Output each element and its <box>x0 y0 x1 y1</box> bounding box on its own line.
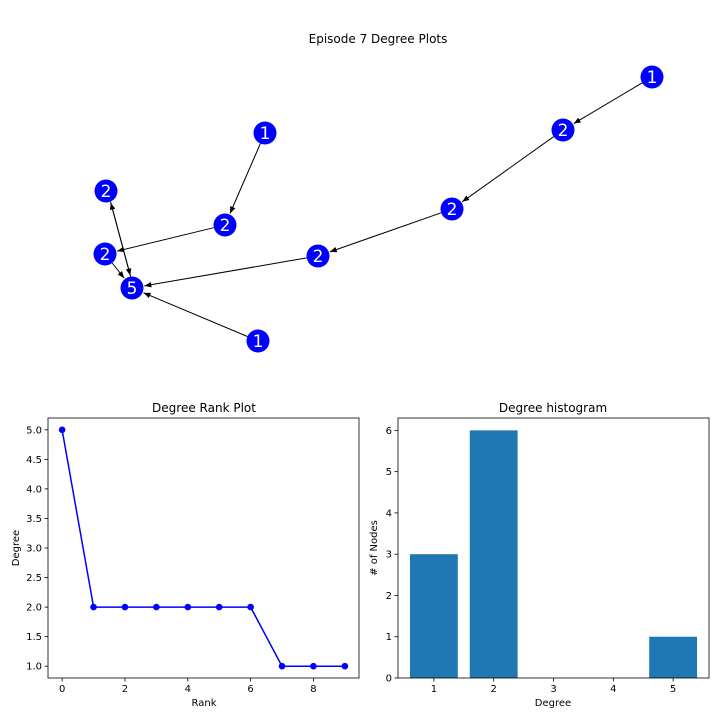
degree-histogram: Degree histogram 1 2 3 4 5 0 1 2 3 4 5 6 Degree # o… <box>369 401 710 709</box>
network-edge <box>144 257 307 288</box>
rank-plot-ticks: 0 2 4 6 8 1.0 1.5 2.0 2.5 3.0 3.5 4.0 4.5 5.0 <box>26 425 317 695</box>
hist-xtick-label: 3 <box>550 684 556 695</box>
rank-point <box>341 662 349 670</box>
hist-ytick-label: 2 <box>386 591 392 602</box>
rank-point <box>121 603 129 611</box>
figure-title: Episode 7 Degree Plots <box>309 32 448 46</box>
rank-point <box>278 662 286 670</box>
rank-ytick-label: 3.0 <box>26 544 42 555</box>
network-node-label: 2 <box>558 121 569 141</box>
rank-plot-frame <box>47 417 360 679</box>
rank-point <box>247 603 254 611</box>
network-node-circle <box>253 121 277 145</box>
rank-xtick-label: 2 <box>122 684 128 695</box>
hist-xtick-label: 4 <box>610 684 616 695</box>
histogram-bar <box>469 430 518 678</box>
network-node-circle <box>306 244 330 268</box>
rank-ytick-label: 4.0 <box>26 484 42 495</box>
degree-rank-plot: Degree Rank Plot 0 2 4 6 8 1.0 1.5 2.0 2.5 3.0 3.5… <box>11 401 360 709</box>
network-node: 1 <box>246 329 270 353</box>
network-node-label: 2 <box>313 247 324 267</box>
rank-ytick-label: 1.0 <box>26 662 42 673</box>
rank-point <box>184 603 192 611</box>
hist-ytick-label: 0 <box>386 674 392 685</box>
rank-ytick-label: 5.0 <box>26 425 42 436</box>
network-node-circle <box>440 197 464 221</box>
rank-plot-title: Degree Rank Plot <box>152 401 256 415</box>
rank-ytick-label: 3.5 <box>26 514 42 525</box>
network-node: 2 <box>306 244 330 268</box>
network-node-label: 5 <box>127 279 138 299</box>
network-edges <box>109 82 643 337</box>
hist-ytick-label: 5 <box>386 467 392 478</box>
network-node-label: 1 <box>253 332 264 352</box>
network-node-label: 2 <box>220 216 231 236</box>
histogram-bar <box>649 636 698 678</box>
hist-ytick-label: 6 <box>386 426 392 437</box>
network-node: 2 <box>94 179 118 203</box>
network-edge <box>117 227 214 253</box>
rank-series-line <box>61 429 345 667</box>
hist-xtick-label: 1 <box>431 684 437 695</box>
network-node-circle <box>93 242 117 266</box>
rank-series-points <box>58 426 349 670</box>
network-edge <box>229 143 261 214</box>
network-edge <box>573 82 643 125</box>
rank-ytick-label: 4.5 <box>26 455 42 466</box>
rank-xtick-label: 6 <box>247 684 253 695</box>
network-edge <box>110 201 132 276</box>
network-node: 5 <box>120 276 144 300</box>
histogram-ylabel: # of Nodes <box>369 520 380 576</box>
network-node: 2 <box>440 197 464 221</box>
network-node-label: 2 <box>100 245 111 265</box>
histogram-title: Degree histogram <box>499 401 607 415</box>
network-node-circle <box>213 213 237 237</box>
rank-plot-ylabel: Degree <box>11 530 22 566</box>
histogram-ticks: 1 2 3 4 5 0 1 2 3 4 5 6 <box>386 426 677 695</box>
network-edge <box>143 292 248 337</box>
network-node-circle <box>94 179 118 203</box>
rank-point <box>310 662 317 670</box>
histogram-bars <box>409 430 698 678</box>
rank-plot-xlabel: Rank <box>192 698 217 709</box>
network-node-circle <box>551 118 575 142</box>
hist-xtick-label: 5 <box>670 684 676 695</box>
network-node-circle <box>246 329 270 353</box>
network-node-label: 2 <box>447 200 458 220</box>
rank-xtick-label: 0 <box>59 684 65 695</box>
network-node-label: 2 <box>101 182 112 202</box>
rank-ytick-label: 1.5 <box>26 632 42 643</box>
rank-point <box>90 603 97 611</box>
rank-ytick-label: 2.5 <box>26 573 42 584</box>
rank-point <box>58 426 66 434</box>
hist-ytick-label: 1 <box>386 632 392 643</box>
rank-xtick-label: 4 <box>185 684 191 695</box>
network-edge <box>461 136 554 203</box>
network-node-circle <box>120 276 144 300</box>
histogram-xlabel: Degree <box>535 698 571 709</box>
rank-ytick-label: 2.0 <box>26 603 42 614</box>
network-node-circle <box>640 65 664 89</box>
hist-ytick-label: 3 <box>386 550 392 561</box>
network-node: 2 <box>93 242 117 266</box>
network-node: 1 <box>640 65 664 89</box>
network-node: 1 <box>253 121 277 145</box>
hist-ytick-label: 4 <box>386 508 392 519</box>
network-node-label: 1 <box>260 124 271 144</box>
network-node: 2 <box>551 118 575 142</box>
rank-point <box>215 603 223 611</box>
histogram-bar <box>409 554 458 678</box>
network-node: 2 <box>213 213 237 237</box>
rank-xtick-label: 8 <box>310 684 316 695</box>
rank-point <box>153 603 160 611</box>
network-node-label: 1 <box>647 68 658 88</box>
network-edge <box>329 212 442 253</box>
hist-xtick-label: 2 <box>491 684 497 695</box>
network-edge <box>111 262 125 279</box>
